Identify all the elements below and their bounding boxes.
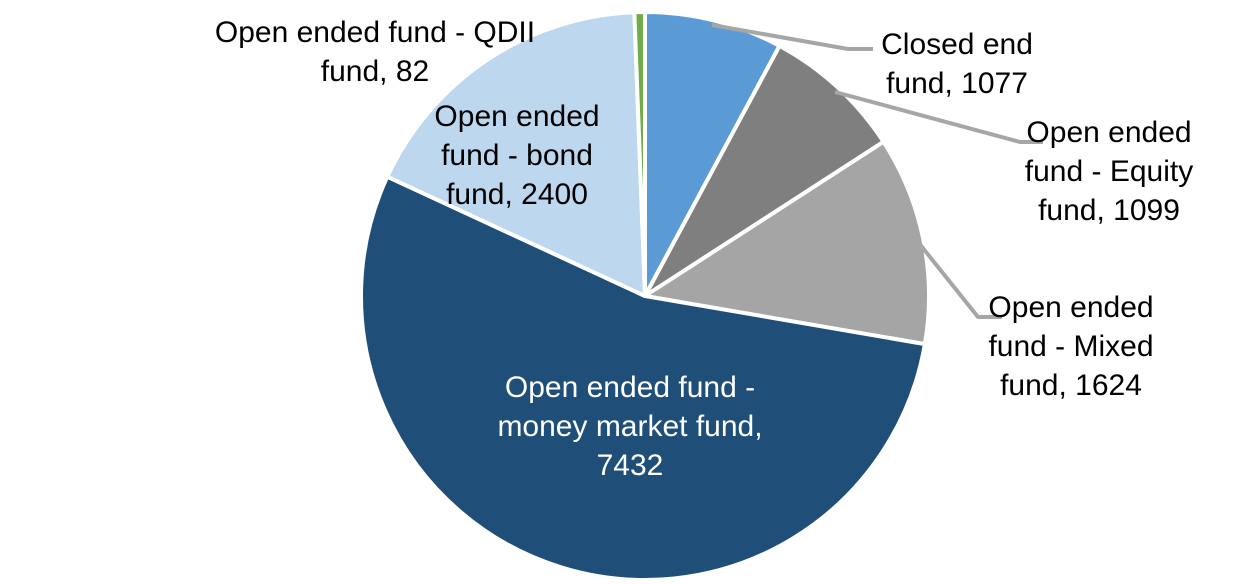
data-label-money-market-fund: Open ended fund - money market fund, 743…	[497, 371, 763, 482]
data-label-qdii-fund: Open ended fund - QDII fund, 82	[214, 16, 536, 88]
pie-slice-bond-fund	[385, 10, 647, 298]
pie-slice-equity-fund	[643, 43, 886, 298]
pie-slice-money-market-fund	[359, 174, 927, 582]
data-label-mixed-fund: Open ended fund - Mixed fund, 1624	[988, 291, 1154, 402]
data-label-equity-fund: Open ended fund - Equity fund, 1099	[1024, 116, 1194, 227]
pie-slice-closed-end-fund	[643, 10, 782, 298]
leader-line-equity-fund	[834, 90, 1043, 144]
leader-lines	[711, 23, 1043, 319]
data-label-bond-fund: Open ended fund - bond fund, 2400	[434, 100, 600, 211]
leader-line-closed-end-fund	[711, 23, 873, 51]
pie-slices	[359, 9, 931, 582]
data-label-closed-end-fund: Closed end fund, 1077	[881, 28, 1033, 100]
leader-line-mixed-fund	[916, 240, 1002, 319]
pie-slice-mixed-fund	[643, 139, 931, 347]
pie-slice-qdii-fund	[632, 9, 647, 298]
